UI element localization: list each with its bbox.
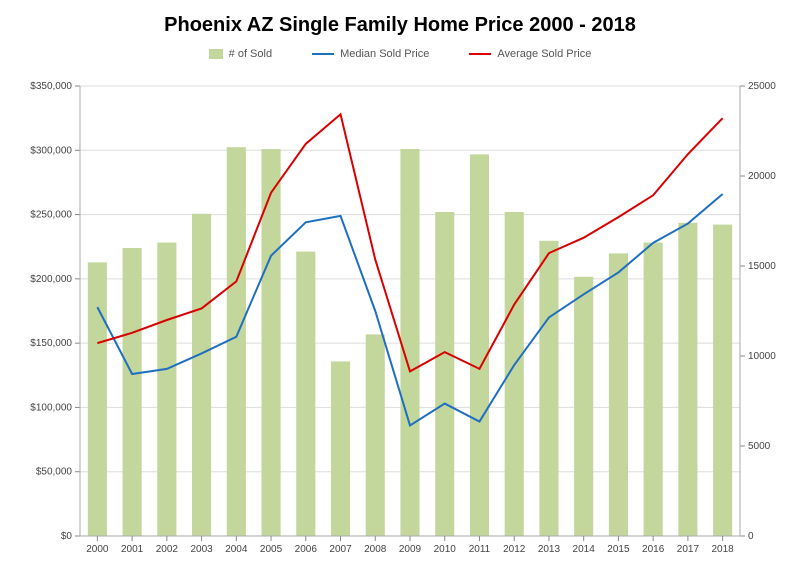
bar-num-sold (713, 225, 732, 536)
y-right-tick: 0 (748, 531, 754, 542)
x-tick: 2015 (607, 544, 630, 555)
y-right-tick: 25000 (748, 81, 776, 92)
y-right-tick: 5000 (748, 441, 771, 452)
x-tick: 2010 (434, 544, 457, 555)
x-tick: 2002 (156, 544, 179, 555)
y-right-tick: 20000 (748, 171, 776, 182)
bar-num-sold (192, 214, 211, 536)
y-left-tick: $150,000 (30, 338, 72, 349)
bar-num-sold (470, 154, 489, 536)
x-tick: 2016 (642, 544, 665, 555)
x-tick: 2018 (712, 544, 735, 555)
bar-num-sold (435, 212, 454, 536)
y-left-tick: $100,000 (30, 402, 72, 413)
x-tick: 2011 (469, 544, 491, 555)
bar-num-sold (539, 241, 558, 536)
x-tick: 2009 (399, 544, 422, 555)
bar-num-sold (644, 243, 663, 536)
y-left-tick: $350,000 (30, 81, 72, 92)
y-left-tick: $50,000 (36, 467, 73, 478)
x-tick: 2004 (225, 544, 248, 555)
x-tick: 2017 (677, 544, 700, 555)
bar-num-sold (331, 361, 350, 536)
chart-svg: $0 $50,000 $100,000 $150,000 $200,000 $250,00… (0, 0, 800, 580)
y-left-tick: $200,000 (30, 274, 72, 285)
bar-num-sold (366, 334, 385, 536)
bar-num-sold (400, 149, 419, 536)
x-tick: 2006 (295, 544, 318, 555)
x-tick: 2005 (260, 544, 283, 555)
y-left-tick: $300,000 (30, 145, 72, 156)
bar-num-sold (574, 277, 593, 536)
bar-num-sold (227, 147, 246, 536)
bar-num-sold (157, 243, 176, 536)
chart-container: Phoenix AZ Single Family Home Price 2000… (0, 0, 800, 580)
x-tick: 2012 (503, 544, 526, 555)
x-tick: 2013 (538, 544, 561, 555)
y-left-tick: $0 (61, 531, 73, 542)
x-tick: 2001 (121, 544, 144, 555)
bar-num-sold (296, 252, 315, 536)
bar-num-sold (609, 253, 628, 536)
x-tick: 2014 (573, 544, 596, 555)
x-tick: 2008 (364, 544, 387, 555)
bar-num-sold (123, 248, 142, 536)
bar-num-sold (88, 262, 107, 536)
y-right-tick: 10000 (748, 351, 776, 362)
y-right-tick: 15000 (748, 261, 776, 272)
x-tick: 2007 (329, 544, 352, 555)
y-left-tick: $250,000 (30, 210, 72, 221)
x-tick: 2000 (86, 544, 109, 555)
bar-num-sold (678, 223, 697, 536)
x-tick: 2003 (190, 544, 213, 555)
